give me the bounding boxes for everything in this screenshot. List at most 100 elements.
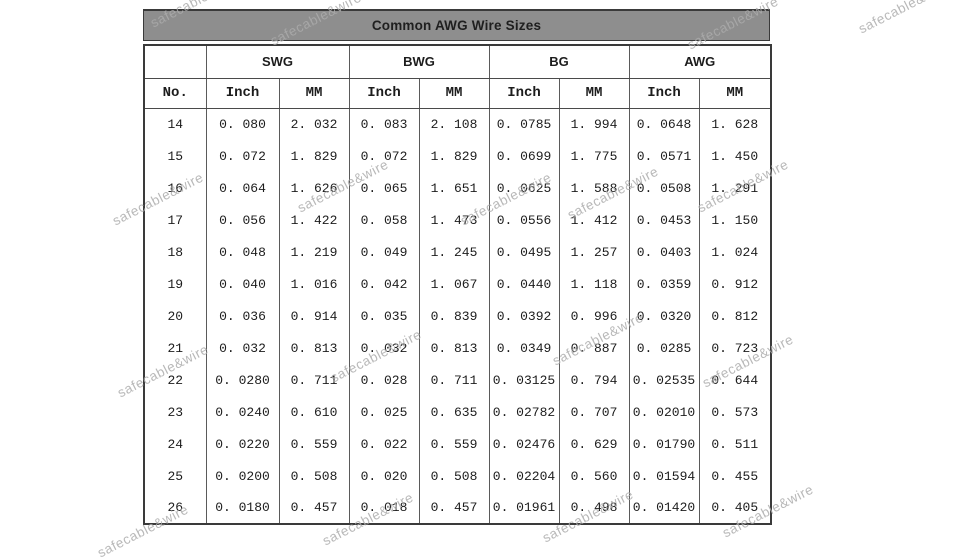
cell-value: 0. 072 (205, 140, 280, 172)
cell-value: 1. 016 (278, 268, 350, 300)
cell-value: 0. 0285 (628, 332, 700, 364)
cell-value: 0. 032 (348, 332, 420, 364)
cell-value: 0. 0320 (628, 300, 700, 332)
cell-value: 0. 0280 (205, 364, 280, 396)
cell-value: 0. 0508 (628, 172, 700, 204)
cell-value: 1. 024 (698, 236, 772, 268)
cell-value: 0. 02782 (488, 396, 560, 428)
cell-value: 0. 036 (205, 300, 280, 332)
table-row: 16 0. 064 1. 626 0. 065 1. 651 0. 0625 1. 588 0… (143, 172, 772, 204)
cell-value: 0. 01594 (628, 460, 700, 492)
cell-value: 0. 083 (348, 108, 420, 140)
cell-value: 0. 048 (205, 236, 280, 268)
cell-value: 0. 02476 (488, 428, 560, 460)
cell-value: 0. 498 (558, 492, 630, 524)
cell-value: 0. 064 (205, 172, 280, 204)
cell-value: 1. 450 (698, 140, 772, 172)
cell-value: 0. 02204 (488, 460, 560, 492)
table-body: 14 0. 080 2. 032 0. 083 2. 108 0. 0785 1. 994 0… (143, 108, 772, 524)
cell-value: 0. 02535 (628, 364, 700, 396)
cell-value: 1. 257 (558, 236, 630, 268)
cell-value: 0. 711 (278, 364, 350, 396)
cell-value: 0. 02010 (628, 396, 700, 428)
cell-value: 0. 0392 (488, 300, 560, 332)
cell-value: 2. 108 (418, 108, 490, 140)
column-header-inch: Inch (628, 78, 700, 109)
cell-value: 0. 03125 (488, 364, 560, 396)
cell-value: 0. 839 (418, 300, 490, 332)
cell-value: 0. 812 (698, 300, 772, 332)
cell-value: 1. 291 (698, 172, 772, 204)
cell-value: 2. 032 (278, 108, 350, 140)
watermark-text: safecable&wire (856, 0, 952, 37)
cell-value: 0. 056 (205, 204, 280, 236)
column-header-mm: MM (278, 78, 350, 109)
cell-value: 0. 813 (418, 332, 490, 364)
cell-value: 0. 025 (348, 396, 420, 428)
table-row: 23 0. 0240 0. 610 0. 025 0. 635 0. 02782 0. 70… (143, 396, 772, 428)
cell-value: 0. 0785 (488, 108, 560, 140)
cell-wire-no: 23 (143, 396, 207, 428)
cell-value: 0. 559 (278, 428, 350, 460)
corner-cell (143, 45, 207, 79)
table-row: 18 0. 048 1. 219 0. 049 1. 245 0. 0495 1. 257 0… (143, 236, 772, 268)
table-row: 22 0. 0280 0. 711 0. 028 0. 711 0. 03125 0. 79… (143, 364, 772, 396)
cell-value: 1. 829 (418, 140, 490, 172)
cell-value: 1. 994 (558, 108, 630, 140)
cell-wire-no: 19 (143, 268, 207, 300)
cell-value: 0. 610 (278, 396, 350, 428)
cell-value: 0. 01961 (488, 492, 560, 524)
cell-wire-no: 14 (143, 108, 207, 140)
cell-wire-no: 26 (143, 492, 207, 524)
cell-value: 0. 508 (278, 460, 350, 492)
cell-value: 0. 022 (348, 428, 420, 460)
cell-value: 1. 588 (558, 172, 630, 204)
cell-value: 1. 412 (558, 204, 630, 236)
column-header-inch: Inch (488, 78, 560, 109)
cell-value: 1. 219 (278, 236, 350, 268)
cell-value: 0. 0571 (628, 140, 700, 172)
cell-wire-no: 22 (143, 364, 207, 396)
cell-value: 1. 829 (278, 140, 350, 172)
cell-value: 0. 573 (698, 396, 772, 428)
cell-value: 0. 0200 (205, 460, 280, 492)
table-title: Common AWG Wire Sizes (143, 9, 770, 41)
group-header-bwg: BWG (348, 45, 490, 79)
wire-size-table: SWG BWG BG AWG No. Inch MM Inch MM Inch … (143, 44, 772, 525)
cell-wire-no: 20 (143, 300, 207, 332)
cell-value: 0. 996 (558, 300, 630, 332)
cell-value: 0. 644 (698, 364, 772, 396)
group-header-row: SWG BWG BG AWG (143, 45, 772, 79)
table-row: 15 0. 072 1. 829 0. 072 1. 829 0. 0699 1. 775 0… (143, 140, 772, 172)
cell-wire-no: 17 (143, 204, 207, 236)
wire-size-document: Common AWG Wire Sizes SWG BWG BG AWG No.… (143, 9, 772, 525)
cell-value: 0. 049 (348, 236, 420, 268)
cell-value: 0. 813 (278, 332, 350, 364)
cell-value: 0. 508 (418, 460, 490, 492)
cell-value: 1. 150 (698, 204, 772, 236)
group-header-bg: BG (488, 45, 630, 79)
cell-value: 1. 245 (418, 236, 490, 268)
cell-value: 0. 0625 (488, 172, 560, 204)
table-row: 19 0. 040 1. 016 0. 042 1. 067 0. 0440 1. 118 0… (143, 268, 772, 300)
cell-value: 0. 707 (558, 396, 630, 428)
cell-value: 0. 405 (698, 492, 772, 524)
column-header-mm: MM (558, 78, 630, 109)
cell-value: 1. 422 (278, 204, 350, 236)
cell-value: 0. 058 (348, 204, 420, 236)
cell-value: 1. 651 (418, 172, 490, 204)
table-row: 14 0. 080 2. 032 0. 083 2. 108 0. 0785 1. 994 0… (143, 108, 772, 140)
cell-value: 0. 629 (558, 428, 630, 460)
sub-header-row: No. Inch MM Inch MM Inch MM Inch MM (143, 78, 772, 109)
cell-wire-no: 18 (143, 236, 207, 268)
cell-value: 0. 080 (205, 108, 280, 140)
cell-value: 0. 01790 (628, 428, 700, 460)
cell-value: 0. 0648 (628, 108, 700, 140)
table-row: 20 0. 036 0. 914 0. 035 0. 839 0. 0392 0. 996 0… (143, 300, 772, 332)
cell-value: 0. 455 (698, 460, 772, 492)
cell-value: 1. 473 (418, 204, 490, 236)
cell-wire-no: 15 (143, 140, 207, 172)
cell-value: 0. 0359 (628, 268, 700, 300)
cell-value: 1. 067 (418, 268, 490, 300)
column-header-inch: Inch (205, 78, 280, 109)
